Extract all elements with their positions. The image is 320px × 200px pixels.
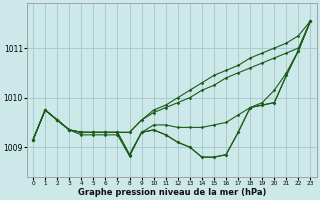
X-axis label: Graphe pression niveau de la mer (hPa): Graphe pression niveau de la mer (hPa) — [77, 188, 266, 197]
